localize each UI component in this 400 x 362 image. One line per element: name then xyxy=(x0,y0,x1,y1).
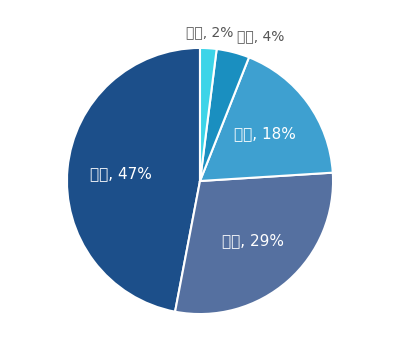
Wedge shape xyxy=(200,48,217,181)
Text: 西北, 4%: 西北, 4% xyxy=(237,30,284,44)
Text: 华东, 47%: 华东, 47% xyxy=(90,166,152,181)
Wedge shape xyxy=(200,49,249,181)
Text: 华北, 18%: 华北, 18% xyxy=(234,127,296,142)
Wedge shape xyxy=(200,57,333,181)
Wedge shape xyxy=(175,173,333,314)
Text: 华南, 29%: 华南, 29% xyxy=(222,233,284,248)
Text: 华中, 2%: 华中, 2% xyxy=(186,25,233,39)
Wedge shape xyxy=(67,48,200,312)
